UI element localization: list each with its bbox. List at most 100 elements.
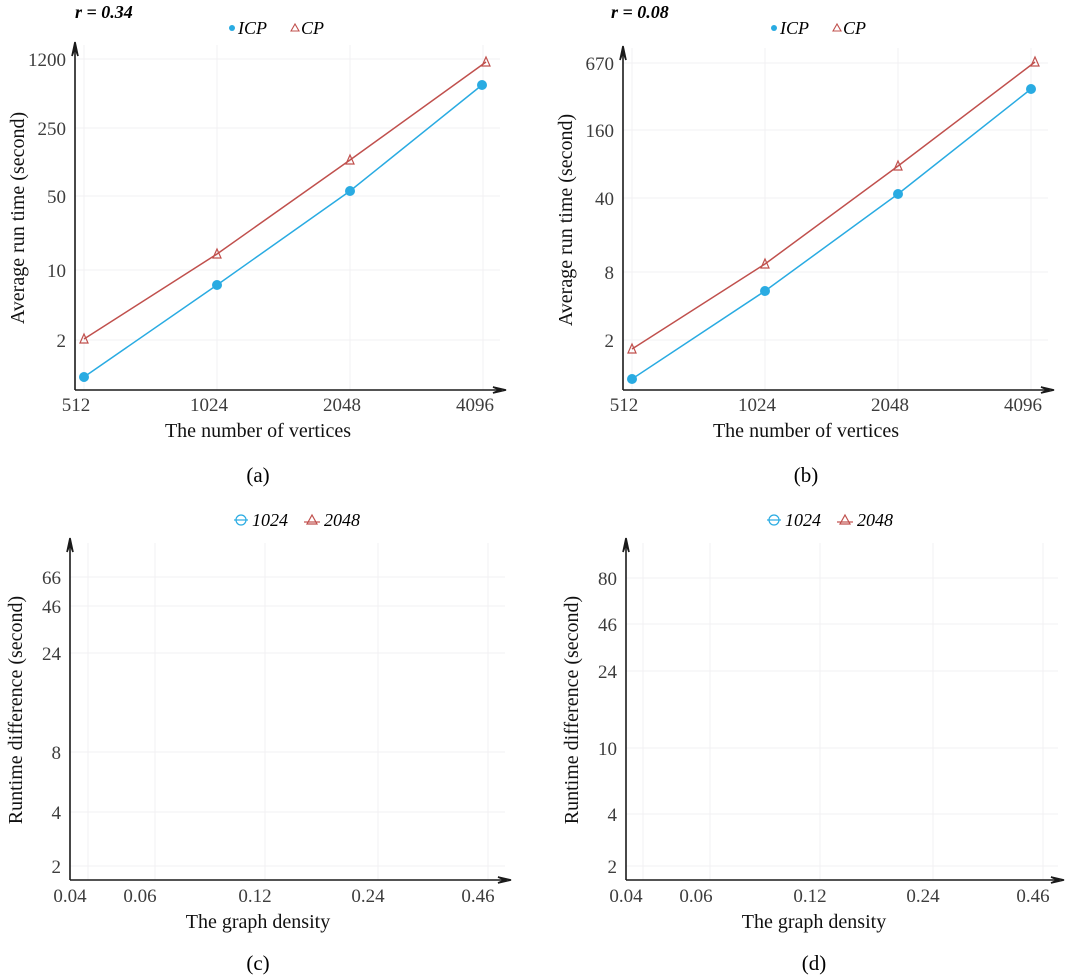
legend-label-cp: CP [301,18,324,38]
panel-c-ytick-labels: 66 46 24 8 4 2 [42,568,62,878]
data-point-marker [345,153,355,165]
xtick-label: 1024 [190,395,229,416]
xtick-label: 4096 [1004,395,1042,416]
data-point-marker [893,159,903,171]
legend-marker-2048-icon [305,513,319,525]
ytick-label: 66 [42,568,61,589]
data-point-marker [627,374,637,384]
panel-c-caption: (c) [246,951,269,975]
legend-marker-2048-icon [838,513,852,525]
panel-c-gridlines [70,543,505,880]
panel-b-xaxis-title: The number of vertices [713,420,899,442]
panel-a-correlation-label: r = 0.34 [75,2,133,22]
ytick-label: 10 [47,261,66,282]
legend-label-icp: ICP [237,18,267,38]
data-point-marker [760,257,770,269]
legend-label-icp: ICP [779,18,809,38]
xtick-label: 1024 [738,395,777,416]
xtick-label: 0.06 [123,886,156,907]
ytick-label: 24 [42,644,62,665]
data-point-marker [1026,84,1036,94]
panel-b-yaxis-title: Average run time (second) [555,114,577,326]
ytick-label: 80 [598,569,617,590]
panel-b-xtick-labels: 512 1024 2048 4096 [610,395,1042,416]
ytick-label: 160 [586,121,615,142]
panel-b-legend: ICP CP [771,18,866,38]
ytick-label: 670 [586,54,615,75]
panel-d-chart: 1024 2048 80 46 24 10 4 2 0.04 [561,510,1065,975]
data-point-marker [627,342,637,354]
data-point-marker [345,186,355,196]
ytick-label: 1200 [28,50,66,71]
legend-label-1024: 1024 [252,510,288,530]
xtick-label: 0.12 [238,886,271,907]
panel-b-ytick-labels: 670 160 40 8 2 [586,54,615,352]
panel-d-legend: 1024 2048 [767,510,893,530]
xtick-label: 0.46 [461,886,494,907]
ytick-label: 2 [52,857,62,878]
panel-a-gridlines [75,45,500,390]
ytick-label: 46 [42,597,61,618]
legend-label-cp: CP [843,18,866,38]
legend-marker-icp-icon [229,25,235,31]
panel-a-series-icp [79,80,487,382]
panel-c-xtick-labels: 0.04 0.06 0.12 0.24 0.46 [53,886,494,907]
ytick-label: 50 [47,187,66,208]
ytick-label: 2 [608,857,618,878]
panel-b-gridlines [623,48,1048,390]
xtick-label: 0.12 [793,886,826,907]
panel-c-chart: 1024 2048 66 46 24 8 4 2 0.04 [5,510,512,975]
legend-label-2048: 2048 [857,510,893,530]
panel-a-caption: (a) [246,463,269,487]
panel-d: 1024 2048 80 46 24 10 4 2 0.04 [538,488,1075,975]
xtick-label: 512 [610,395,639,416]
legend-marker-cp-icon [832,22,842,32]
xtick-label: 2048 [871,395,909,416]
panel-d-ytick-labels: 80 46 24 10 4 2 [598,569,618,878]
data-point-marker [1030,55,1040,67]
data-point-marker [893,189,903,199]
panel-c-yaxis-title: Runtime difference (second) [5,596,27,824]
legend-marker-icp-icon [771,25,777,31]
panel-d-caption: (d) [802,951,827,975]
panel-d-gridlines [626,543,1058,880]
ytick-label: 250 [38,119,67,140]
ytick-label: 40 [595,189,614,210]
panel-d-xaxis-title: The graph density [742,911,886,933]
panel-a-chart: r = 0.34 ICP CP 1200 250 50 10 2 [7,2,507,487]
ytick-label: 24 [598,662,618,683]
panel-b-chart: r = 0.08 ICP CP 670 160 40 8 2 [555,2,1055,487]
panel-c-axes [66,537,512,884]
panel-a-xaxis-title: The number of vertices [165,420,351,442]
data-point-marker [477,80,487,90]
ytick-label: 4 [608,805,618,826]
ytick-label: 2 [605,331,615,352]
panel-d-xtick-labels: 0.04 0.06 0.12 0.24 0.46 [609,886,1049,907]
panel-a-axes [71,41,507,394]
legend-marker-cp-icon [290,22,300,32]
panel-d-axes [622,537,1065,884]
ytick-label: 4 [52,803,62,824]
xtick-label: 0.04 [53,886,87,907]
legend-label-2048: 2048 [324,510,360,530]
data-point-marker [760,286,770,296]
panel-a-xtick-labels: 512 1024 2048 4096 [62,395,494,416]
xtick-label: 0.04 [609,886,643,907]
ytick-label: 8 [52,743,62,764]
data-point-marker [79,372,89,382]
panel-a: r = 0.34 ICP CP 1200 250 50 10 2 [0,0,537,487]
xtick-label: 0.24 [351,886,385,907]
panel-b-series-icp [627,84,1036,384]
panel-a-ytick-labels: 1200 250 50 10 2 [28,50,66,352]
panel-a-series-cp [79,55,491,344]
panel-c-legend: 1024 2048 [234,510,360,530]
xtick-label: 0.06 [679,886,712,907]
xtick-label: 4096 [456,395,494,416]
xtick-label: 512 [62,395,91,416]
panel-b-caption: (b) [794,463,819,487]
data-point-marker [212,247,222,259]
panel-a-legend: ICP CP [229,18,324,38]
panel-a-yaxis-title: Average run time (second) [7,112,29,324]
panel-b: r = 0.08 ICP CP 670 160 40 8 2 [538,0,1075,487]
panel-c: 1024 2048 66 46 24 8 4 2 0.04 [0,488,537,975]
